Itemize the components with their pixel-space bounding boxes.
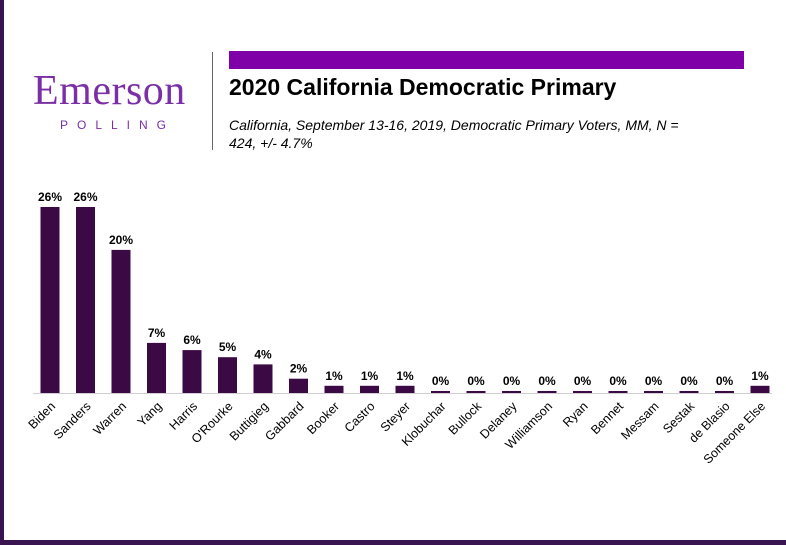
bar-ryan [573,391,592,393]
chart-subtitle: California, September 13-16, 2019, Democ… [229,117,679,151]
bar-o-rourke [218,357,237,393]
bar-value-label: 5% [219,340,237,354]
bar-steyer [395,385,415,393]
bar-de-blasio [715,391,734,393]
bar-value-label: 0% [467,374,485,388]
emerson-logo: Emerson [33,68,186,114]
bar-value-label: 26% [38,190,62,204]
category-label: Harris [167,399,200,432]
bar-value-label: 0% [680,374,698,388]
category-label: Yang [135,399,165,429]
bar-buttigieg [253,364,273,393]
bar-booker [324,385,344,393]
frame-bottom-border [0,540,786,545]
category-label: Ryan [560,399,591,430]
bar-value-label: 20% [109,233,133,247]
bar-value-label: 0% [538,374,556,388]
bar-value-label: 0% [716,374,734,388]
bar-value-label: 0% [432,374,450,388]
bar-sanders [76,207,95,393]
bar-value-label: 0% [609,374,627,388]
bar-value-label: 1% [396,369,414,383]
header-divider [212,52,213,150]
bar-bullock [466,391,486,393]
category-label: Booker [304,399,342,437]
bar-someone-else [750,385,770,393]
bar-messam [644,391,663,393]
category-label: Someone Else [701,399,768,466]
bar-value-label: 1% [325,369,343,383]
bar-biden [40,207,60,393]
polling-logo-subtext: POLLING [60,118,176,132]
bar-value-label: 0% [574,374,592,388]
frame-left-border [0,0,4,545]
bar-value-label: 6% [183,333,201,347]
bar-yang [147,342,166,393]
category-label: Sanders [51,399,94,442]
bar-value-label: 1% [361,369,379,383]
title-accent-bar [229,51,744,69]
bar-value-label: 26% [73,190,97,204]
bar-value-label: 7% [148,326,166,340]
bar-bennet [608,391,628,393]
bar-williamson [537,391,557,393]
bar-value-label: 4% [254,347,272,361]
bar-sestak [679,391,699,393]
bar-value-label: 0% [645,374,663,388]
bar-delaney [502,391,521,393]
category-label: Messam [618,399,661,442]
bar-value-label: 2% [290,362,308,376]
bar-castro [360,385,379,393]
category-label: Warren [91,399,130,438]
bar-harris [182,350,202,393]
chart-title: 2020 California Democratic Primary [229,74,617,100]
bar-value-label: 0% [503,374,521,388]
bar-warren [111,249,131,393]
bar-gabbard [289,378,308,393]
bar-klobuchar [431,391,450,393]
category-label: Castro [342,399,378,435]
bar-value-label: 1% [751,369,769,383]
category-label: Biden [26,399,59,432]
category-label: Gabbard [262,399,306,443]
